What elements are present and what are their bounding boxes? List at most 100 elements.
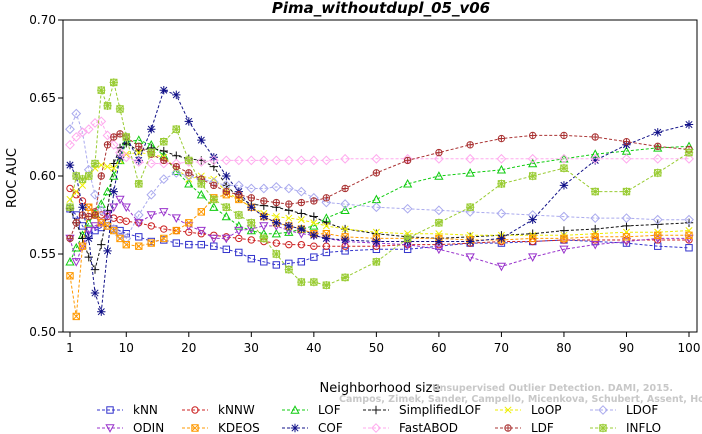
- data-point: [283, 183, 294, 194]
- data-point: [248, 194, 255, 202]
- series-ldof: [65, 108, 694, 244]
- data-point: [103, 206, 112, 215]
- data-point: [590, 213, 601, 224]
- data-point: [371, 194, 382, 204]
- data-point: [102, 186, 113, 196]
- legend-label: SimplifiedLOF: [399, 403, 481, 417]
- legend-item: kNNW: [182, 403, 255, 417]
- data-point: [434, 237, 444, 246]
- series-layer: [65, 78, 694, 321]
- data-point: [341, 247, 349, 255]
- data-point: [622, 221, 631, 231]
- data-point: [115, 104, 125, 114]
- data-point: [133, 157, 144, 167]
- data-point: [65, 139, 75, 150]
- data-point: [160, 157, 167, 164]
- data-point: [209, 153, 219, 162]
- x-tick-label: 1: [66, 341, 74, 355]
- data-point: [171, 214, 181, 223]
- y-tick-label: 0.70: [29, 13, 56, 27]
- data-point: [72, 312, 80, 321]
- data-point: [172, 151, 181, 160]
- data-point: [404, 157, 411, 164]
- data-point: [528, 171, 537, 181]
- data-point: [96, 205, 107, 216]
- data-point: [210, 181, 218, 190]
- data-point: [65, 203, 75, 212]
- data-point: [222, 187, 231, 196]
- data-point: [210, 182, 218, 189]
- legend-item: SimplifiedLOF: [363, 403, 481, 417]
- legend-marker: [504, 424, 512, 432]
- legend-marker: [106, 406, 114, 414]
- data-point: [403, 245, 412, 254]
- data-point: [247, 203, 256, 212]
- data-point: [97, 172, 105, 180]
- data-point: [622, 187, 631, 196]
- data-point: [115, 195, 125, 205]
- data-point: [197, 208, 206, 216]
- data-point: [72, 188, 80, 196]
- data-point: [434, 245, 444, 255]
- legend-item: LoOP: [495, 403, 562, 417]
- data-point: [233, 155, 244, 166]
- data-point: [372, 257, 381, 266]
- data-point: [322, 281, 331, 290]
- legend-marker: [290, 423, 300, 433]
- data-point: [283, 155, 294, 166]
- data-point: [171, 167, 182, 178]
- data-point: [223, 188, 230, 195]
- data-point: [247, 194, 256, 202]
- x-axis-label: Neighborhood size: [320, 381, 441, 396]
- legend-marker: [371, 405, 381, 415]
- data-point: [259, 234, 269, 243]
- y-axis: 0.50 0.55 0.60 0.65 0.70: [29, 13, 63, 339]
- data-point: [235, 191, 243, 199]
- data-point: [621, 213, 632, 224]
- data-point: [90, 159, 100, 168]
- legend-marker: [191, 406, 199, 414]
- data-point: [285, 214, 293, 222]
- data-point: [402, 203, 413, 214]
- legend-item: FastABOD: [363, 421, 458, 434]
- data-point: [623, 138, 630, 145]
- data-point: [297, 198, 306, 207]
- data-point: [197, 179, 206, 188]
- data-point: [247, 218, 256, 227]
- data-point: [209, 234, 219, 244]
- legend-item: LDF: [495, 421, 554, 434]
- data-point: [84, 226, 94, 236]
- legend-marker: [371, 423, 381, 433]
- data-point: [135, 233, 143, 241]
- series-line: [69, 112, 689, 240]
- data-point: [465, 237, 475, 246]
- data-point: [66, 235, 74, 242]
- data-point: [172, 162, 180, 171]
- legend-label: LDF: [531, 421, 554, 434]
- data-point: [172, 125, 181, 134]
- data-point: [528, 158, 538, 168]
- data-point: [621, 237, 632, 247]
- data-point: [234, 221, 244, 230]
- y-tick-label: 0.60: [29, 169, 56, 183]
- chart-title: Pima_withoutdupl_05_v06: [272, 0, 490, 17]
- legend-marker: [598, 405, 608, 415]
- data-point: [135, 142, 143, 151]
- data-point: [185, 219, 193, 227]
- series-line: [69, 188, 689, 247]
- data-point: [147, 239, 155, 247]
- data-point: [321, 197, 332, 208]
- data-point: [592, 133, 599, 141]
- data-point: [234, 226, 244, 236]
- legend-label: LOF: [318, 403, 341, 417]
- data-point: [79, 211, 86, 219]
- data-point: [221, 234, 231, 244]
- data-point: [272, 218, 281, 227]
- data-point: [296, 155, 307, 166]
- data-point: [284, 221, 294, 231]
- data-point: [685, 244, 693, 252]
- x-tick-label: 30: [244, 341, 259, 355]
- legend-marker: [105, 424, 115, 433]
- data-point: [221, 211, 231, 221]
- data-point: [653, 168, 662, 178]
